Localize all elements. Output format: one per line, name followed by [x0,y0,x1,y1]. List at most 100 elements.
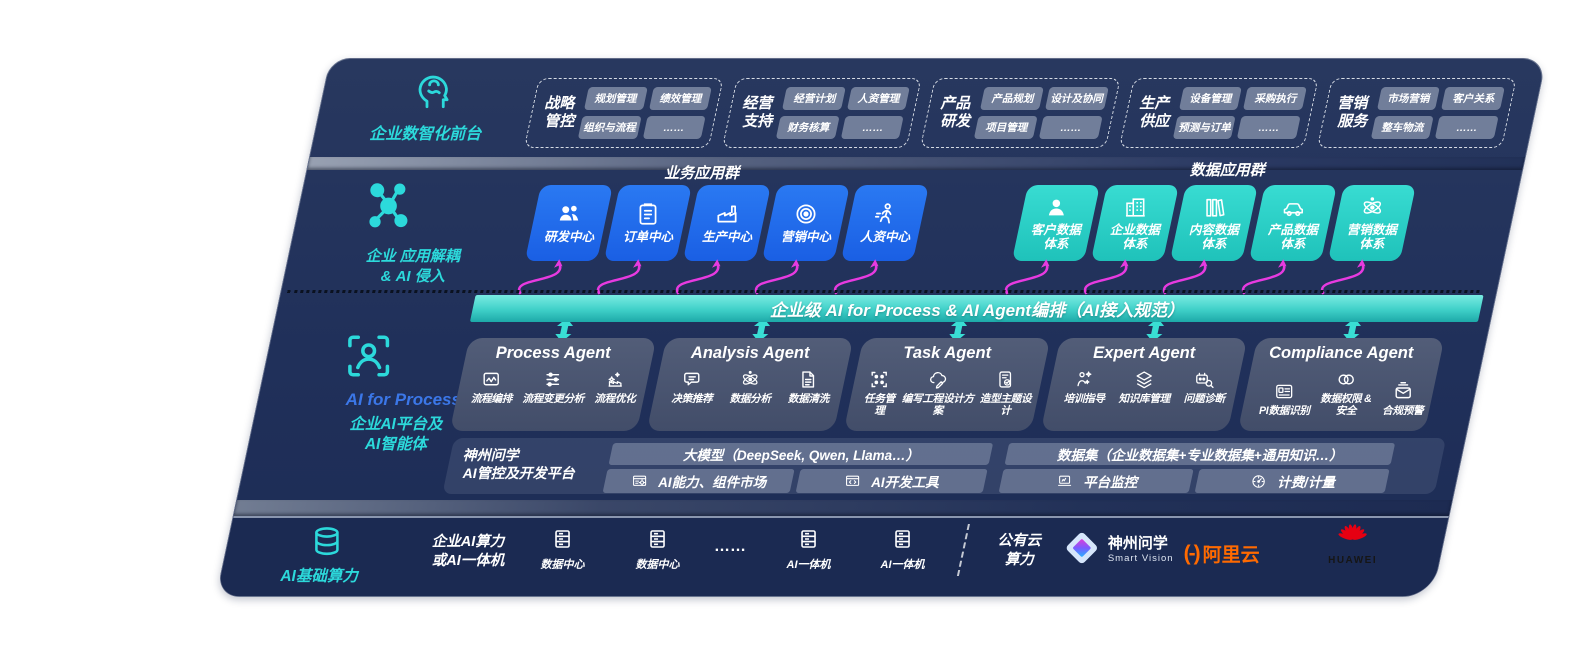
agent-item: 问题诊断 [1184,369,1225,405]
mail-alert-icon [1395,382,1411,399]
agent-card-compliance: Compliance Agent PI数据识别 数据权限 & 安全 合规预 [1237,338,1445,431]
public-cloud-label: 公有云 算力 [997,533,1041,568]
smart-vision-logo [1065,531,1099,565]
agent-item: 流程优化 [594,369,636,405]
billing-bar: 计费/计量 [1194,469,1390,493]
model-bar-label: 大模型（DeepSeek, Qwen, Llama…） [682,448,919,463]
orchestration-band: 企业级 AI for Process & AI Agent编排（AI接入规范） [469,295,1484,322]
dataset-bar: 数据集（企业数据集+专业数据集+通用知识…） [1004,443,1396,465]
agent-item-label: PI数据识别 [1259,405,1310,418]
server-icon [801,530,816,548]
bot-search-icon [1196,372,1214,389]
agent-item: 数据分析 [730,369,771,405]
node-datacenter-1: 数据中心 [530,527,596,572]
infra-band: AI基础算力 企业AI算力 或AI一体机 数据中心 数据中心 …… AI一体机 … [216,516,1449,596]
agent-item-label: 任务管理 [864,393,895,418]
devtools-bar-label: AI开发工具 [871,475,939,490]
model-bar: 大模型（DeepSeek, Qwen, Llama…） [608,443,994,465]
orchestration-title: 企业级 AI for Process & AI Agent编排（AI接入规范） [769,301,1184,320]
agent-title: Process Agent [495,344,611,362]
agent-item: 任务管理 [861,369,899,417]
agent-item-label: 合规预警 [1382,405,1424,418]
tablet-check-icon [999,371,1012,388]
server-icon [895,530,910,548]
agent-item-label: 问题诊断 [1183,393,1225,405]
agent-card-task: Task Agent 任务管理 编写工程设计方案 造型主题设计 [843,338,1051,431]
node-ai-appliance-2: AI一体机 [870,527,936,572]
agent-item: 合规预警 [1382,381,1423,417]
node-ellipsis: …… [714,538,747,555]
node-label: AI一体机 [786,559,831,571]
capability-bar: AI能力、组件市场 [602,469,795,493]
agent-item-label: 数据权限 & 安全 [1320,393,1372,418]
node-datacenter-2: 数据中心 [625,527,691,572]
agent-item: 培训指导 [1064,369,1105,405]
agent-item-label: 数据分析 [729,393,771,405]
agent-title: Compliance Agent [1269,344,1414,362]
database-icon [308,525,346,561]
monitor-bar-label: 平台监控 [1082,475,1137,490]
infra-edge-strip [233,500,1453,516]
monitor-bar: 平台监控 [998,469,1194,493]
id-card-icon [1276,384,1293,399]
person-spark-icon [1077,371,1092,387]
ai-platform-strip: 神州问学 AI管控及开发平台 大模型（DeepSeek, Qwen, Llama… [442,438,1447,494]
vendor-subtitle: Smart Vision [1107,553,1174,564]
agent-item-label: 数据清洗 [787,393,830,405]
agent-card-expert: Expert Agent 培训指导 知识库管理 问题诊断 [1040,338,1248,431]
atom-icon [741,370,759,387]
agent-item: 流程编排 [471,369,512,405]
agent-item: 数据清洗 [788,369,829,405]
window-code-icon [846,475,860,486]
enterprise-compute-label: 企业AI算力 或AI一体机 [431,534,505,569]
window-gear-icon [633,475,647,486]
grid-dots-icon [871,371,888,388]
vendor-name: 神州问学 [1107,535,1168,552]
billing-bar-label: 计费/计量 [1276,475,1335,490]
chat-bubble-icon [683,372,700,386]
node-label: AI一体机 [880,559,925,571]
agent-item-label: 知识库管理 [1118,393,1170,405]
layers-icon [1136,371,1152,389]
node-label: 数据中心 [635,559,680,571]
chart-wave-icon [483,372,500,386]
vendor-huawei: HUAWEI [1318,523,1388,566]
diagram-panel: 企业数智化前台 战略 管控 规划管理 绩效管理 组织与流程 …… 经营 支持 经… [215,58,1547,597]
gauge-icon [1252,474,1265,488]
agent-item: 决策推荐 [671,369,712,405]
agent-title: Task Agent [903,344,992,362]
agent-item: PI数据识别 [1259,381,1310,417]
monitor-icon [1057,475,1071,486]
cloud-pen-icon [929,371,946,389]
platform-label: 神州问学 AI管控及开发平台 [462,447,575,482]
agent-item: 编写工程设计方案 [900,369,975,417]
agent-item: 流程变更分析 [522,369,584,405]
agent-title: Expert Agent [1093,344,1196,362]
capability-bar-label: AI能力、组件市场 [658,475,767,490]
agent-item: 造型主题设计 [977,369,1033,417]
agent-item: 数据权限 & 安全 [1320,369,1371,417]
vendor-name: HUAWEI [1328,555,1378,566]
vendor-name: 阿里云 [1202,545,1260,566]
node-label: 数据中心 [540,559,585,571]
alibaba-cloud-logo: (-) [1183,541,1199,565]
agent-item-label: 编写工程设计方案 [901,393,974,418]
agent-cards: Process Agent 流程编排 流程变更分析 流程优化 [449,338,1445,431]
factory-spark-icon [607,372,623,387]
scan-person-icon [344,331,394,381]
agent-item-label: 决策推荐 [671,393,713,405]
agent-card-analysis: Analysis Agent 决策推荐 数据分析 数据清洗 [646,338,854,431]
agent-item-label: 流程编排 [470,393,513,405]
cloud-divider [956,524,970,576]
document-icon [802,371,815,388]
agent-title: Analysis Agent [690,344,810,362]
sliders-icon [546,372,560,387]
agent-card-process: Process Agent 流程编排 流程变更分析 流程优化 [449,338,657,431]
link-circles-icon [1338,374,1354,385]
agent-item-label: 流程变更分析 [522,393,585,405]
agent-item-label: 造型主题设计 [979,393,1032,418]
devtools-bar: AI开发工具 [795,469,988,493]
infra-label: AI基础算力 [280,568,358,585]
vendor-alibaba-cloud: (-) 阿里云 [1184,540,1260,567]
